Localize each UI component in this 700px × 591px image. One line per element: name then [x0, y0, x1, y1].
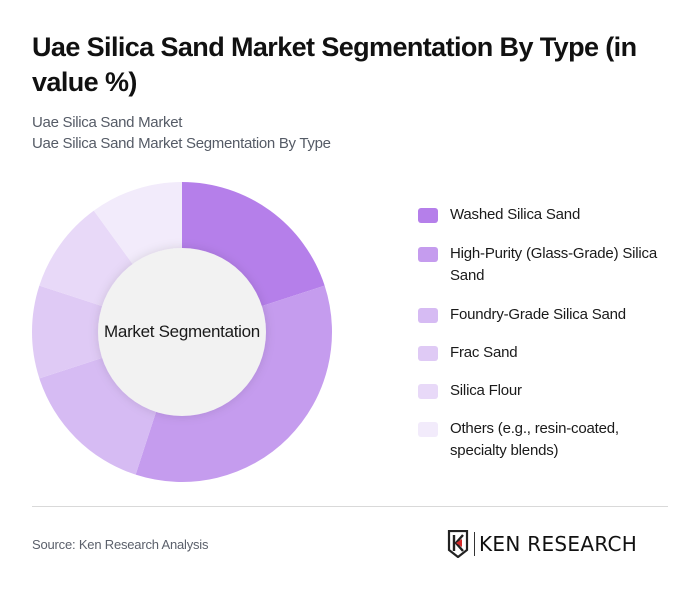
- chart-legend: Washed Silica Sand High-Purity (Glass-Gr…: [418, 204, 688, 462]
- legend-label: Frac Sand: [450, 344, 518, 361]
- legend-label: Others (e.g., resin-coated, specialty bl…: [450, 420, 619, 459]
- legend-item-foundry-grade-silica-sand[interactable]: Foundry-Grade Silica Sand: [418, 304, 688, 326]
- legend-swatch: [418, 384, 438, 399]
- legend-swatch: [418, 346, 438, 361]
- legend-swatch: [418, 247, 438, 262]
- legend-item-others[interactable]: Others (e.g., resin-coated, specialty bl…: [418, 418, 650, 462]
- logo-text: KEN RESEARCH: [479, 532, 638, 556]
- donut-center: [98, 248, 266, 416]
- subtitle-market: Uae Silica Sand Market: [32, 114, 183, 131]
- ken-research-logo: KEN RESEARCH: [447, 529, 637, 559]
- subtitle-segmentation: Uae Silica Sand Market Segmentation By T…: [32, 135, 331, 152]
- source-note: Source: Ken Research Analysis: [32, 537, 209, 552]
- legend-item-silica-flour[interactable]: Silica Flour: [418, 380, 688, 402]
- legend-label: Foundry-Grade Silica Sand: [450, 306, 626, 323]
- legend-label: Washed Silica Sand: [450, 206, 581, 223]
- logo-separator: [474, 532, 475, 556]
- legend-label: High-Purity (Glass-Grade) Silica Sand: [450, 245, 657, 284]
- legend-label: Silica Flour: [450, 382, 522, 399]
- legend-item-washed-silica-sand[interactable]: Washed Silica Sand: [418, 204, 688, 226]
- donut-chart: [31, 182, 332, 482]
- legend-swatch: [418, 308, 438, 323]
- legend-swatch: [418, 208, 438, 223]
- ken-research-logo-icon: [447, 530, 469, 558]
- chart-title: Uae Silica Sand Market Segmentation By T…: [32, 32, 637, 97]
- legend-swatch: [418, 422, 438, 437]
- legend-item-frac-sand[interactable]: Frac Sand: [418, 342, 688, 364]
- legend-item-high-purity-silica-sand[interactable]: High-Purity (Glass-Grade) Silica Sand: [418, 243, 660, 287]
- footer-divider: [32, 506, 668, 507]
